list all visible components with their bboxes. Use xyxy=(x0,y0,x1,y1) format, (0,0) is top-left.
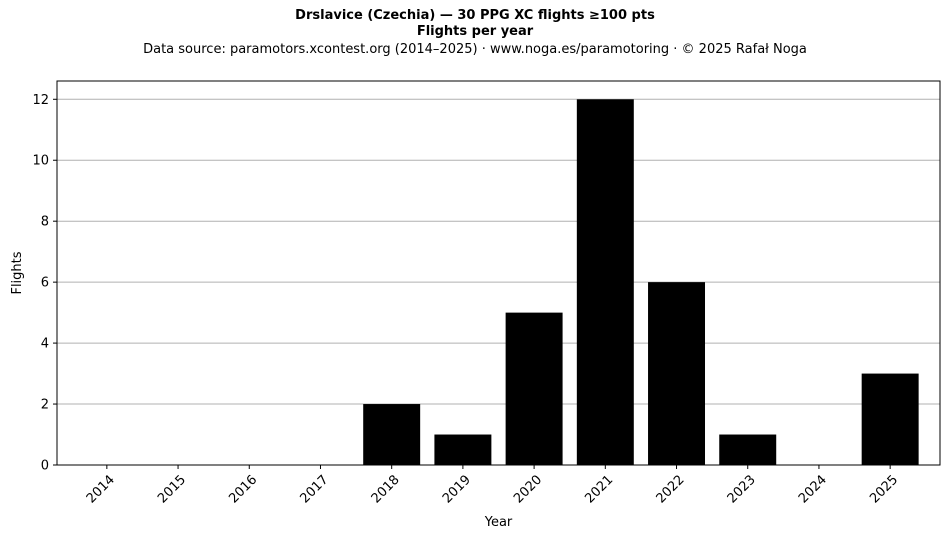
bar-2022 xyxy=(648,282,706,465)
x-tick-label: 2022 xyxy=(654,472,688,506)
bar-2023 xyxy=(719,434,777,465)
chart-titles: Drslavice (Czechia) — 30 PPG XC flights … xyxy=(0,8,950,58)
x-tick-label: 2019 xyxy=(440,472,474,506)
y-tick-label: 12 xyxy=(32,93,49,108)
grid-lines xyxy=(57,98,940,405)
bar-2018 xyxy=(363,404,421,465)
chart-subtitle: Flights per year xyxy=(416,24,534,39)
x-tick-label: 2018 xyxy=(369,472,403,506)
x-tick-label: 2014 xyxy=(84,472,118,506)
x-tick-label: 2023 xyxy=(725,472,759,506)
bar-2019 xyxy=(434,434,492,465)
y-tick-label: 6 xyxy=(41,276,49,291)
x-tick-label: 2021 xyxy=(582,472,616,506)
x-tick-label: 2016 xyxy=(226,472,260,506)
x-tick-label: 2015 xyxy=(155,472,189,506)
y-tick-label: 0 xyxy=(41,459,49,474)
bars xyxy=(363,99,919,466)
y-axis-label: Flights xyxy=(10,251,25,294)
y-tick-label: 4 xyxy=(41,337,49,352)
x-tick-label: 2020 xyxy=(511,472,545,506)
chart-source-note: Data source: paramotors.xcontest.org (20… xyxy=(143,42,807,57)
x-tick-label: 2017 xyxy=(298,472,332,506)
plot-frame xyxy=(56,80,941,466)
bar-2021 xyxy=(576,99,634,466)
y-tick-label: 10 xyxy=(32,154,49,169)
x-axis: 2014 2015 2016 2017 2018 2019 2020 2021 2022 2023… xyxy=(84,465,901,506)
y-tick-label: 8 xyxy=(41,215,49,230)
x-tick-label: 2025 xyxy=(867,472,901,506)
y-tick-label: 2 xyxy=(41,398,49,413)
bar-2020 xyxy=(505,312,563,465)
x-axis-label: Year xyxy=(484,515,513,530)
chart-title: Drslavice (Czechia) — 30 PPG XC flights … xyxy=(295,8,655,23)
y-axis: 0 2 4 6 8 10 12 xyxy=(32,93,57,474)
x-tick-label: 2024 xyxy=(796,472,830,506)
bar-2025 xyxy=(861,373,919,465)
